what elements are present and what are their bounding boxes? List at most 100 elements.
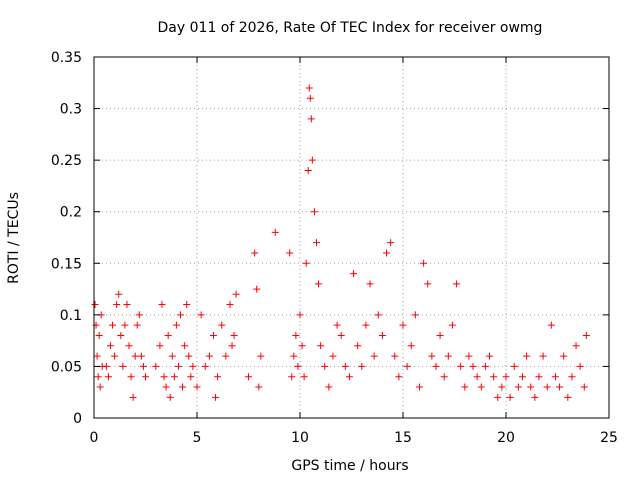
chart-title: Day 011 of 2026, Rate Of TEC Index for r… (158, 20, 543, 36)
data-point (117, 331, 125, 339)
data-point (193, 383, 201, 391)
data-point (310, 208, 318, 216)
data-point (109, 321, 117, 329)
data-point (93, 352, 101, 360)
data-point (469, 362, 477, 370)
data-point (370, 352, 378, 360)
data-point (306, 94, 314, 102)
data-point (317, 342, 325, 350)
data-point (453, 280, 461, 288)
data-point (374, 311, 382, 319)
data-point (543, 383, 551, 391)
data-point (160, 373, 168, 381)
data-point (387, 239, 395, 247)
grid-lines (94, 57, 609, 418)
data-points (91, 84, 590, 401)
data-point (300, 373, 308, 381)
data-point (106, 342, 114, 350)
data-point (341, 362, 349, 370)
data-point (547, 321, 555, 329)
data-point (91, 301, 99, 309)
axis-ticks (93, 56, 610, 419)
data-point (123, 301, 131, 309)
data-point (212, 393, 220, 401)
data-point (395, 373, 403, 381)
data-point (137, 352, 145, 360)
data-point (411, 311, 419, 319)
data-point (286, 249, 294, 257)
data-point (494, 393, 502, 401)
data-point (498, 383, 506, 391)
data-point (181, 342, 189, 350)
data-point (350, 270, 358, 278)
data-point (440, 373, 448, 381)
data-point (257, 352, 265, 360)
data-point (403, 362, 411, 370)
y-tick-label: 0.1 (60, 308, 82, 324)
data-point (111, 352, 119, 360)
data-point (358, 362, 366, 370)
x-tick-label: 15 (394, 430, 412, 446)
data-point (152, 362, 160, 370)
data-point (415, 383, 423, 391)
data-point (201, 362, 209, 370)
data-point (486, 352, 494, 360)
data-point (337, 331, 345, 339)
data-point (127, 373, 135, 381)
data-point (436, 331, 444, 339)
y-tick-label: 0.15 (51, 256, 82, 272)
data-point (95, 331, 103, 339)
data-point (230, 331, 238, 339)
data-point (307, 115, 315, 123)
data-point (187, 373, 195, 381)
data-point (179, 383, 187, 391)
data-point (288, 373, 296, 381)
data-point (312, 239, 320, 247)
data-point (473, 373, 481, 381)
y-tick-label: 0.3 (60, 102, 82, 118)
y-tick-label: 0.25 (51, 153, 82, 169)
data-point (271, 228, 279, 236)
data-point (321, 362, 329, 370)
data-point (94, 373, 102, 381)
data-point (292, 331, 300, 339)
data-point (428, 352, 436, 360)
data-point (156, 342, 164, 350)
data-point (531, 393, 539, 401)
data-point (162, 383, 170, 391)
x-tick-label: 0 (90, 430, 99, 446)
data-point (308, 156, 316, 164)
data-point (378, 331, 386, 339)
data-point (523, 352, 531, 360)
data-point (535, 373, 543, 381)
data-point (298, 342, 306, 350)
data-point (96, 383, 104, 391)
data-point (362, 321, 370, 329)
data-point (582, 331, 590, 339)
x-tick-labels: 0 5 10 15 20 25 (90, 430, 618, 446)
data-point (142, 373, 149, 381)
data-point (539, 352, 547, 360)
data-point (345, 373, 353, 381)
data-point (177, 311, 185, 319)
data-point (444, 352, 452, 360)
data-point (218, 321, 226, 329)
y-axis-label: ROTI / TECUs (6, 192, 22, 284)
data-point (514, 383, 522, 391)
data-point (354, 342, 362, 350)
data-point (420, 259, 428, 267)
data-point (113, 301, 121, 309)
y-tick-label: 0.35 (51, 50, 82, 66)
data-point (131, 352, 139, 360)
x-tick-label: 5 (193, 430, 202, 446)
data-point (129, 393, 137, 401)
data-point (383, 249, 391, 257)
data-point (572, 342, 580, 350)
data-point (568, 373, 576, 381)
data-point (197, 311, 205, 319)
data-point (465, 352, 473, 360)
data-point (158, 301, 166, 309)
data-point (461, 383, 469, 391)
data-point (304, 166, 312, 174)
